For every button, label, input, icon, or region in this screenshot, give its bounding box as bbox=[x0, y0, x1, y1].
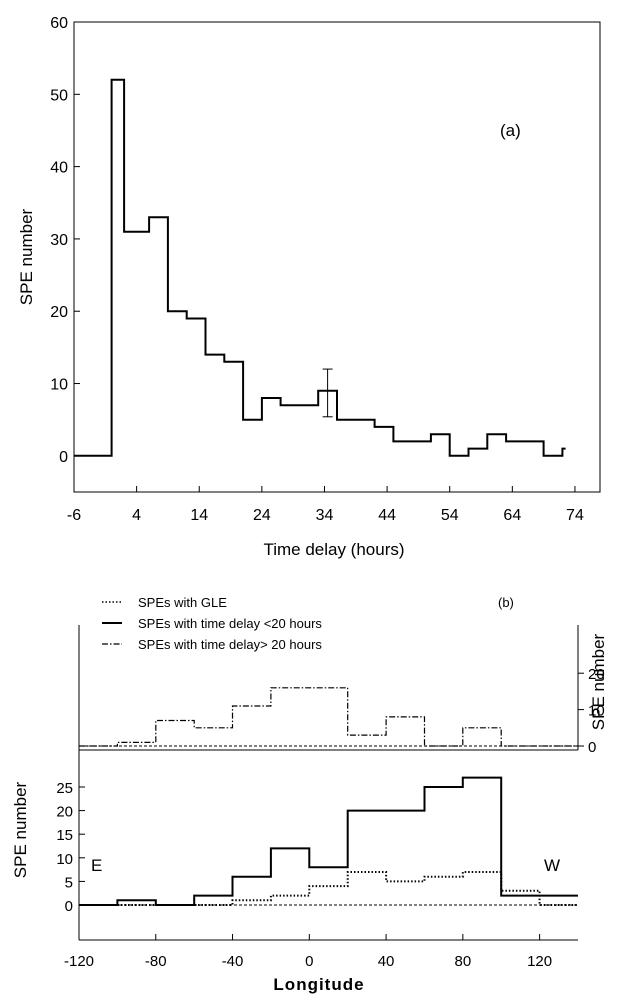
y-tick-label-40: 40 bbox=[50, 160, 68, 177]
west-label: W bbox=[544, 856, 560, 875]
x-tick-label-74: 74 bbox=[566, 507, 584, 524]
bottom-panel-y-axis-label: SPE number bbox=[11, 781, 30, 878]
bottom-y-tick-label-10: 10 bbox=[56, 851, 73, 868]
bottom-panel-x-ticks: -120 -80 -40 0 40 80 120 bbox=[64, 934, 552, 970]
panel-a-x-ticks: -6 4 14 24 34 44 54 64 74 bbox=[67, 486, 584, 524]
x-tick-label-14: 14 bbox=[190, 507, 208, 524]
x-tick-label-24: 24 bbox=[253, 507, 271, 524]
legend: SPEs with GLE SPEs with time delay <20 h… bbox=[102, 595, 322, 652]
panel-a-x-axis-label: Time delay (hours) bbox=[263, 540, 404, 559]
panel-a-label: (a) bbox=[500, 121, 521, 140]
legend-item-lt20: SPEs with time delay <20 hours bbox=[102, 616, 322, 631]
bottom-y-tick-label-15: 15 bbox=[56, 827, 73, 844]
bottom-panel-histogram-gle bbox=[79, 871, 578, 906]
top-y-tick-label-20: 20 bbox=[588, 666, 605, 683]
y-tick-label-60: 60 bbox=[50, 15, 68, 32]
top-panel-histogram bbox=[79, 687, 578, 747]
x-tick-label-34: 34 bbox=[316, 507, 334, 524]
bottom-x-tick-label-80: 80 bbox=[455, 953, 472, 970]
panel-a: 0 10 20 30 40 50 60 -6 4 14 24 34 44 54 64 74 (a) Time… bbox=[17, 15, 601, 559]
x-tick-label-64: 64 bbox=[503, 507, 521, 524]
bottom-panel-x-axis-label: Longitude bbox=[273, 975, 364, 994]
x-tick-label-44: 44 bbox=[378, 507, 396, 524]
bottom-x-tick-label-120: 120 bbox=[527, 953, 552, 970]
bottom-y-tick-label-20: 20 bbox=[56, 804, 73, 821]
x-tick-label-4: 4 bbox=[132, 507, 141, 524]
y-tick-label-10: 10 bbox=[50, 377, 68, 394]
panel-b-label: (b) bbox=[498, 595, 514, 610]
top-y-tick-label-10: 10 bbox=[588, 703, 605, 720]
y-tick-label-30: 30 bbox=[50, 232, 68, 249]
panel-a-y-axis-label: SPE number bbox=[17, 208, 36, 305]
bottom-y-tick-label-5: 5 bbox=[65, 874, 73, 891]
bottom-y-tick-label-0: 0 bbox=[65, 898, 73, 915]
bottom-x-tick-label--120: -120 bbox=[64, 953, 94, 970]
bottom-x-tick-label--40: -40 bbox=[222, 953, 244, 970]
panel-a-y-ticks: 0 10 20 30 40 50 60 bbox=[50, 15, 80, 466]
east-label: E bbox=[91, 856, 102, 875]
bottom-x-tick-label--80: -80 bbox=[145, 953, 167, 970]
bottom-y-tick-label-25: 25 bbox=[56, 780, 73, 797]
panel-a-error-bar bbox=[322, 368, 333, 418]
bottom-panel-histogram-lt20 bbox=[79, 776, 578, 906]
top-panel-y-ticks: 0 10 20 bbox=[578, 666, 605, 756]
panel-b: (b) SPEs with GLE SPEs with time delay <… bbox=[11, 595, 608, 994]
legend-label-gle: SPEs with GLE bbox=[138, 595, 227, 610]
x-tick-label-54: 54 bbox=[441, 507, 459, 524]
bottom-x-tick-label-0: 0 bbox=[305, 953, 313, 970]
bottom-panel-y-ticks: 0 5 10 15 20 25 bbox=[56, 780, 85, 915]
legend-label-lt20: SPEs with time delay <20 hours bbox=[138, 616, 322, 631]
legend-item-gt20: SPEs with time delay> 20 hours bbox=[102, 637, 322, 652]
panel-a-histogram bbox=[74, 78, 566, 457]
top-y-tick-label-0: 0 bbox=[588, 739, 596, 756]
y-tick-label-20: 20 bbox=[50, 304, 68, 321]
y-tick-label-0: 0 bbox=[59, 449, 68, 466]
top-panel-y-axis-label: SPE number bbox=[589, 633, 608, 730]
panel-a-frame bbox=[73, 21, 601, 493]
legend-label-gt20: SPEs with time delay> 20 hours bbox=[138, 637, 322, 652]
y-tick-label-50: 50 bbox=[50, 87, 68, 104]
x-tick-label--6: -6 bbox=[67, 507, 81, 524]
bottom-x-tick-label-40: 40 bbox=[378, 953, 395, 970]
legend-item-gle: SPEs with GLE bbox=[102, 595, 227, 610]
